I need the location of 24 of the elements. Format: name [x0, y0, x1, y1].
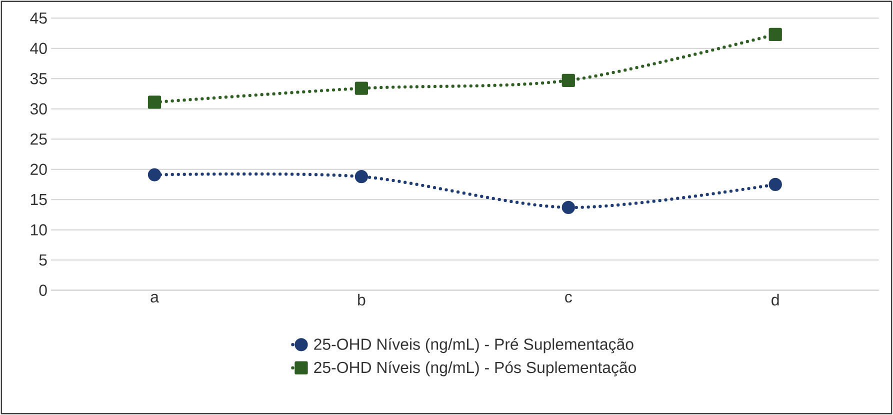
legend-label: 25-OHD Níveis (ng/mL) - Pós Suplementação: [314, 361, 636, 376]
point: [354, 170, 368, 184]
y-tick-label: 5: [39, 254, 47, 266]
x-tick-label: b: [358, 294, 366, 306]
y-tick-label: 25: [30, 133, 47, 145]
point: [768, 178, 782, 192]
y-tick-label: 15: [30, 194, 47, 206]
point: [562, 200, 575, 214]
x-tick-label: c: [565, 294, 572, 303]
y-tick-label: 20: [30, 164, 47, 175]
point: [562, 74, 575, 87]
y-tick-label: 40: [30, 42, 47, 54]
point: [354, 82, 368, 95]
point: [148, 168, 162, 182]
point: [768, 28, 782, 42]
y-tick-label: 35: [30, 72, 47, 84]
point: [148, 96, 162, 109]
x-tick-label: a: [150, 294, 159, 303]
x-tick-label: d: [772, 294, 779, 306]
y-tick-label: 10: [30, 224, 47, 236]
y-tick-label: 0: [39, 284, 47, 296]
legend-label: 25-OHD Níveis (ng/mL) - Pré Suplementação: [314, 338, 634, 354]
y-tick-label: 30: [30, 103, 47, 114]
y-tick-label: 45: [30, 12, 47, 24]
